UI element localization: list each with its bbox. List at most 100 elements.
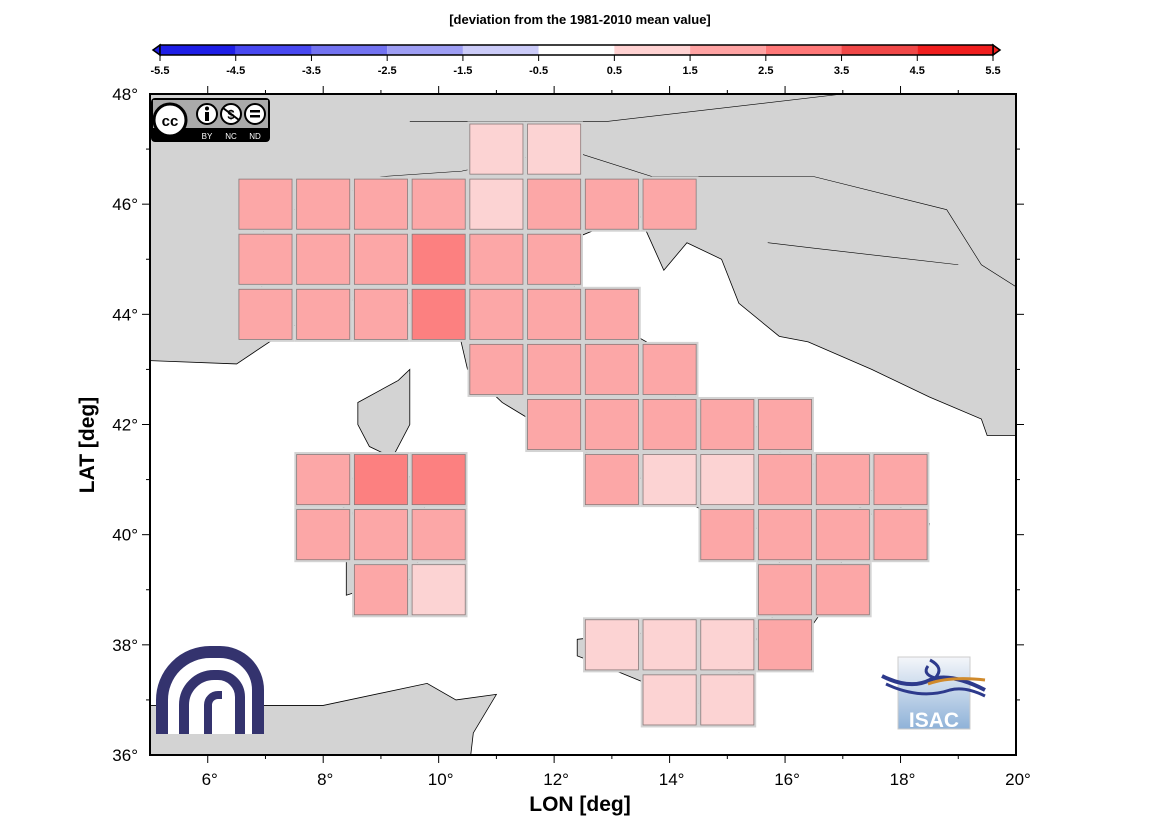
grid-cell xyxy=(469,123,524,175)
y-tick-label: 42° xyxy=(112,416,138,435)
colorbar-segment xyxy=(235,45,312,55)
y-tick-label: 48° xyxy=(112,85,138,104)
grid-cell xyxy=(642,343,697,395)
cc-license-logo: cc $ BY NC ND xyxy=(151,98,270,142)
grid-cell xyxy=(758,399,813,450)
y-tick-label: 36° xyxy=(112,746,138,765)
grid-cell xyxy=(411,509,466,561)
grid-cell xyxy=(469,233,524,285)
colorbar-segment xyxy=(841,45,918,55)
by-text: BY xyxy=(202,132,213,141)
grid-cell xyxy=(584,178,639,230)
x-tick-label: 18° xyxy=(890,770,916,789)
grid-cell xyxy=(527,123,582,175)
x-tick-label: 12° xyxy=(543,770,569,789)
grid-cell xyxy=(238,178,293,230)
grid-cell xyxy=(411,288,466,340)
grid-cell xyxy=(700,399,755,450)
grid-cell xyxy=(873,454,928,506)
y-tick-label: 44° xyxy=(112,305,138,324)
colorbar-segment xyxy=(690,45,766,55)
grid-cell xyxy=(584,343,639,395)
colorbar-tick-label: 1.5 xyxy=(682,65,697,77)
country-border xyxy=(652,176,1016,288)
y-tick-label: 46° xyxy=(112,195,138,214)
grid-cell xyxy=(527,343,582,395)
land-africa xyxy=(150,682,498,755)
colorbar-tick-label: -4.5 xyxy=(226,65,245,77)
y-axis-label: LAT [deg] xyxy=(76,397,99,493)
grid-cell xyxy=(296,288,351,340)
grid-cell xyxy=(642,399,697,450)
x-tick-label: 14° xyxy=(659,770,685,789)
y-tick-label: 38° xyxy=(112,636,138,655)
grid-cell xyxy=(642,178,697,230)
colorbar-tick-label: -5.5 xyxy=(151,65,170,77)
grid-cell xyxy=(584,454,639,506)
grid-cell xyxy=(411,564,466,616)
isac-text: ISAC xyxy=(909,709,959,732)
grid-cell xyxy=(411,178,466,230)
colorbar-segment xyxy=(614,45,691,55)
colorbar-segment xyxy=(387,45,463,55)
y-tick-label: 40° xyxy=(112,526,138,545)
colorbar-segment xyxy=(462,45,539,55)
grid-cell xyxy=(642,674,697,726)
grid-cell xyxy=(296,509,351,561)
grid-cell xyxy=(527,399,582,450)
x-tick-label: 20° xyxy=(1005,770,1031,789)
grid-cell xyxy=(758,509,813,561)
grid-cell xyxy=(815,509,870,561)
x-axis-label: LON [deg] xyxy=(529,793,630,816)
cnr-logo xyxy=(156,646,264,734)
grid-cell xyxy=(353,288,408,340)
colorbar-title: [deviation from the 1981-2010 mean value… xyxy=(449,12,711,27)
nd-text: ND xyxy=(249,132,261,141)
colorbar-tick-label: -0.5 xyxy=(529,65,548,77)
colorbar-tick-label: 3.5 xyxy=(834,65,849,77)
colorbar-tick-label: -1.5 xyxy=(453,65,472,77)
grid-cell xyxy=(815,564,870,616)
grid-cell xyxy=(296,178,351,230)
colorbar-right-arrow xyxy=(992,43,1002,57)
grid-cell xyxy=(353,509,408,561)
colorbar-segment xyxy=(538,45,615,55)
x-tick-label: 6° xyxy=(202,770,218,789)
colorbar-segment xyxy=(765,45,842,55)
grid-cell xyxy=(527,178,582,230)
grid-cell xyxy=(584,399,639,450)
x-tick-label: 16° xyxy=(774,770,800,789)
grid-cell xyxy=(411,233,466,285)
grid-cell xyxy=(815,454,870,506)
grid-cell xyxy=(700,674,755,726)
grid-cell xyxy=(584,619,639,671)
land-corsica xyxy=(357,368,411,459)
grid-cell xyxy=(469,178,524,230)
axis-ticks: 6° 8° 10° 12° 14° 16° 18° 20° 36° 38° 40° 42° 44° 46°… xyxy=(112,85,1031,789)
grid-cell xyxy=(353,564,408,616)
grid-cells xyxy=(238,123,928,726)
grid-cell xyxy=(642,619,697,671)
colorbar-border xyxy=(159,44,994,56)
colorbar-tick-label: 5.5 xyxy=(985,65,1000,77)
grid-cell xyxy=(758,619,813,671)
grid-cell xyxy=(353,454,408,506)
grid-cell xyxy=(527,233,582,285)
colorbar-tick-label: 2.5 xyxy=(758,65,773,77)
colorbar-segment xyxy=(160,45,236,55)
cc-text: cc xyxy=(162,113,179,130)
colorbar-left-arrow xyxy=(151,43,161,57)
grid-cell xyxy=(642,454,697,506)
x-tick-label: 8° xyxy=(317,770,333,789)
map-area xyxy=(150,94,1016,755)
colorbar-tick-label: -3.5 xyxy=(302,65,321,77)
colorbar-tick-label: 4.5 xyxy=(910,65,925,77)
grid-cell xyxy=(700,619,755,671)
colorbar-tick-label: 0.5 xyxy=(607,65,622,77)
colorbar-segment xyxy=(917,45,993,55)
colorbar: -5.5 -4.5 -3.5 -2.5 -1.5 -0.5 0.5 1.5 2.5 3.5 4.5 5… xyxy=(151,43,1002,77)
grid-cell xyxy=(758,454,813,506)
grid-cell xyxy=(469,288,524,340)
grid-cell xyxy=(353,233,408,285)
